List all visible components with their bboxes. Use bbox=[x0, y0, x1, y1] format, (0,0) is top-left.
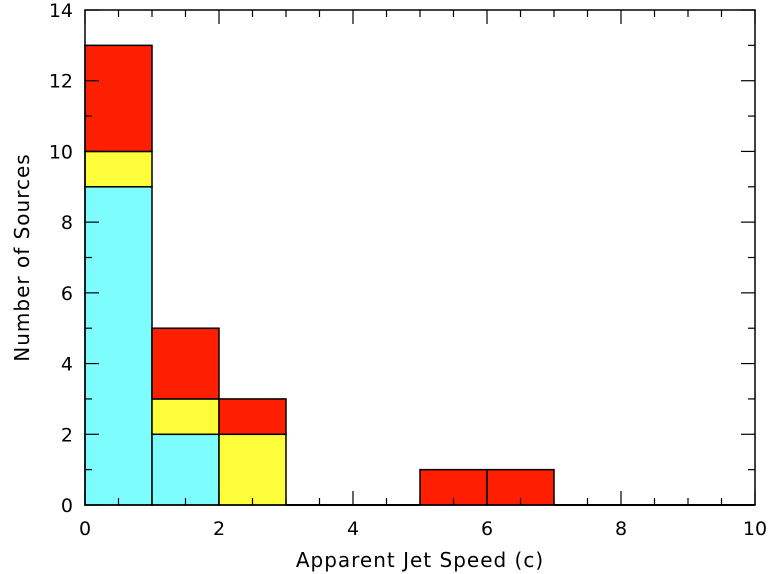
y-tick-label: 4 bbox=[61, 354, 73, 376]
x-tick-labels: 0 2 4 6 8 10 bbox=[79, 518, 767, 540]
x-tick-label: 8 bbox=[615, 518, 627, 540]
x-tick-label: 6 bbox=[481, 518, 493, 540]
y-tick-label: 14 bbox=[49, 0, 73, 22]
x-tick-label: 10 bbox=[743, 518, 767, 540]
bar-series0-bin0 bbox=[84, 186, 153, 506]
y-tick-label: 6 bbox=[61, 283, 73, 305]
bar-series1-bin2 bbox=[218, 433, 287, 506]
bar-series1-bin0 bbox=[84, 150, 153, 188]
x-tick-label: 4 bbox=[347, 518, 359, 540]
y-tick-label: 10 bbox=[49, 141, 73, 163]
y-tick-label: 12 bbox=[49, 71, 73, 93]
y-tick-label: 8 bbox=[61, 212, 73, 234]
bar-series2-bin0 bbox=[84, 44, 153, 153]
bar-series2-bin1 bbox=[151, 327, 220, 400]
y-axis-label: Number of Sources bbox=[10, 153, 34, 361]
histogram-bars bbox=[84, 44, 755, 506]
x-axis-label: Apparent Jet Speed (c) bbox=[296, 548, 544, 572]
bar-series1-bin1 bbox=[151, 398, 220, 436]
y-tick-labels: 0 2 4 6 8 10 12 14 bbox=[49, 0, 73, 517]
y-tick-label: 2 bbox=[61, 424, 73, 446]
x-tick-label: 0 bbox=[79, 518, 91, 540]
x-tick-label: 2 bbox=[213, 518, 225, 540]
bar-series2-bin2 bbox=[218, 398, 287, 436]
axis-ticks bbox=[84, 9, 756, 506]
y-tick-label: 0 bbox=[61, 495, 73, 517]
bar-series0-bin1 bbox=[151, 433, 220, 506]
